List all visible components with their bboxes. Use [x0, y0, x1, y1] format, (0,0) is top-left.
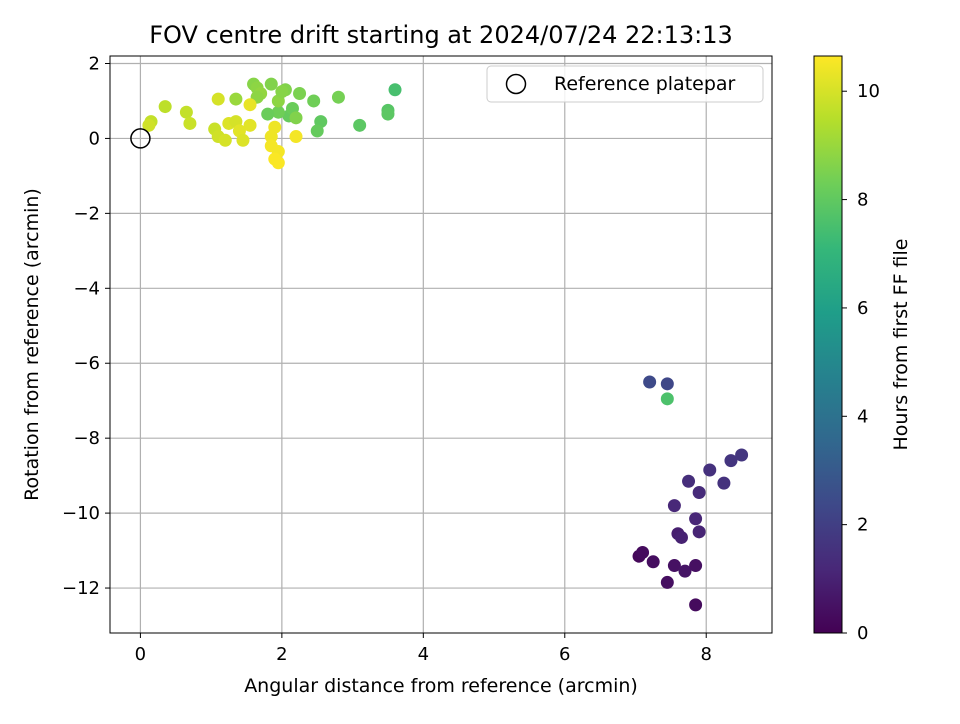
data-point — [271, 105, 285, 119]
data-point — [703, 463, 717, 477]
data-point — [660, 575, 674, 589]
colorbar-frame — [813, 55, 843, 634]
data-point — [646, 555, 660, 569]
data-point — [236, 133, 250, 147]
data-point — [689, 512, 703, 526]
y-tick-label: −10 — [62, 503, 100, 524]
data-point — [264, 77, 278, 91]
colorbar-tick-label: 2 — [857, 515, 868, 536]
data-point — [388, 83, 402, 97]
data-point — [678, 564, 692, 578]
data-point — [381, 107, 395, 121]
data-points — [130, 77, 749, 612]
data-point — [243, 98, 257, 112]
y-axis-label: Rotation from reference (arcmin) — [21, 188, 43, 501]
data-point — [735, 448, 749, 462]
data-point — [268, 120, 282, 134]
data-point — [692, 485, 706, 499]
data-point — [243, 118, 257, 132]
data-point — [289, 130, 303, 144]
data-point — [275, 85, 289, 99]
colorbar: 0 2 4 6 8 10 Hours from first FF file — [813, 55, 912, 644]
colorbar-tick-label: 0 — [857, 623, 868, 644]
axis-ticks: 0 2 4 6 8 2 0 −2 −4 −6 −8 −10 −12 — [62, 53, 712, 665]
data-point — [682, 474, 696, 488]
colorbar-label: Hours from first FF file — [890, 239, 912, 451]
data-point — [218, 133, 232, 147]
legend: Reference platepar — [486, 65, 764, 103]
y-tick-label: 0 — [89, 128, 100, 149]
y-tick-label: −8 — [73, 428, 100, 449]
x-axis-label: Angular distance from reference (arcmin) — [244, 675, 638, 697]
data-point — [692, 525, 706, 539]
data-point — [660, 377, 674, 391]
data-point — [667, 499, 681, 513]
x-tick-label: 0 — [135, 644, 146, 665]
y-tick-label: −2 — [73, 203, 100, 224]
legend-marker-reference — [505, 73, 527, 95]
x-tick-label: 8 — [700, 644, 711, 665]
reference-point — [130, 128, 151, 149]
data-point — [636, 545, 650, 559]
data-point — [183, 116, 197, 130]
chart-title: FOV centre drift starting at 2024/07/24 … — [149, 21, 733, 49]
data-point — [289, 111, 303, 125]
x-tick-label: 2 — [276, 644, 287, 665]
colorbar-tick-label: 6 — [857, 298, 868, 319]
data-point — [158, 100, 172, 114]
data-point — [271, 156, 285, 170]
data-point — [310, 124, 324, 138]
data-point — [689, 559, 703, 573]
grid-lines — [110, 56, 772, 633]
data-point — [179, 105, 193, 119]
axes-frame — [109, 55, 773, 634]
y-tick-label: 2 — [89, 53, 100, 74]
data-point — [307, 94, 321, 108]
data-point — [211, 92, 225, 106]
data-point — [660, 392, 674, 406]
x-tick-label: 6 — [559, 644, 570, 665]
data-point — [643, 375, 657, 389]
data-point — [674, 530, 688, 544]
data-point — [229, 92, 243, 106]
colorbar-gradient — [814, 56, 842, 633]
y-tick-label: −6 — [73, 353, 100, 374]
legend-label-reference: Reference platepar — [554, 73, 736, 95]
x-tick-label: 4 — [418, 644, 429, 665]
y-tick-label: −12 — [62, 578, 100, 599]
colorbar-tick-label: 10 — [857, 81, 880, 102]
y-tick-label: −4 — [73, 278, 100, 299]
data-point — [353, 118, 367, 132]
data-point — [667, 559, 681, 573]
data-point — [724, 454, 738, 468]
data-point — [689, 598, 703, 612]
data-point — [261, 107, 275, 121]
data-point — [331, 90, 345, 104]
colorbar-ticks: 0 2 4 6 8 10 — [842, 81, 880, 644]
data-point — [142, 118, 156, 132]
legend-box — [486, 65, 764, 103]
data-point — [717, 476, 731, 490]
data-point — [293, 86, 307, 100]
colorbar-tick-label: 8 — [857, 190, 868, 211]
colorbar-tick-label: 4 — [857, 406, 868, 427]
